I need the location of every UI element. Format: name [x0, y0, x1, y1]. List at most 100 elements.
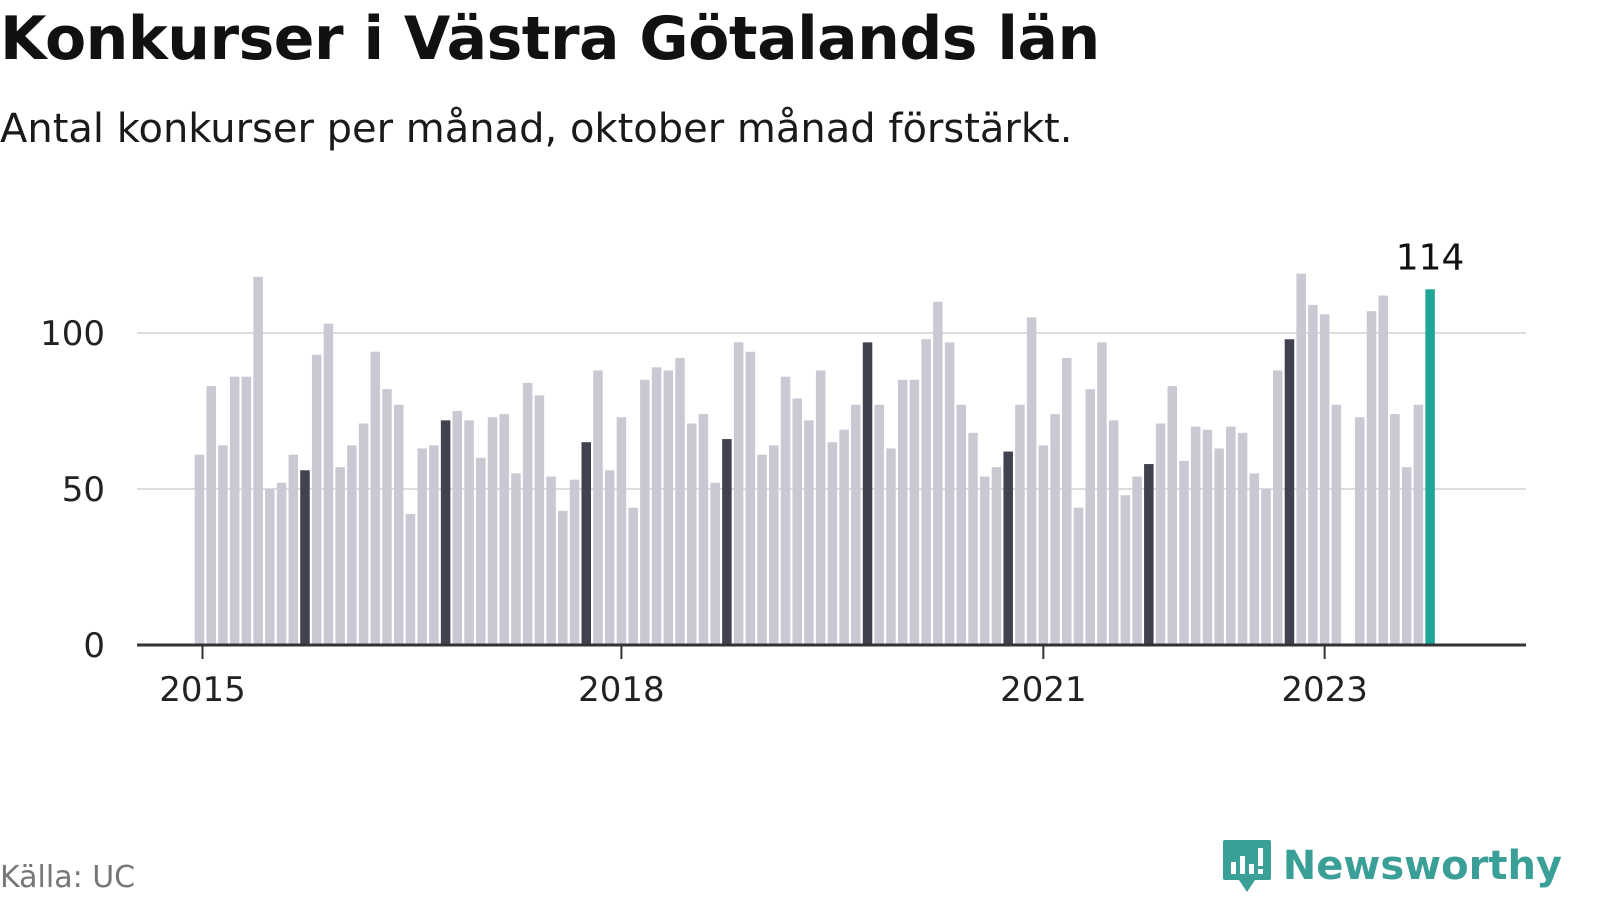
page-subtitle: Antal konkurser per månad, oktober månad… — [0, 106, 1073, 152]
bar — [265, 489, 275, 645]
y-tick-label: 0 — [83, 626, 105, 666]
bar — [968, 432, 978, 645]
bar — [1108, 420, 1119, 645]
bar — [675, 357, 685, 645]
bar — [194, 454, 205, 645]
bar — [780, 376, 791, 645]
bar — [569, 479, 580, 645]
y-tick-label: 100 — [40, 314, 105, 354]
bar — [1073, 507, 1084, 645]
bar — [229, 376, 240, 645]
bar — [1355, 417, 1365, 645]
bar-october — [440, 420, 451, 645]
bar — [429, 445, 439, 645]
bar — [1097, 342, 1107, 645]
bar — [1378, 295, 1388, 645]
bar — [804, 420, 814, 645]
bar — [1272, 370, 1283, 645]
bar — [1237, 432, 1248, 645]
bars — [194, 273, 1435, 645]
bar — [1167, 386, 1178, 645]
bar — [452, 411, 463, 645]
x-axis-ticks: 2015 2018 2021 2023 — [159, 645, 1368, 710]
page-title: Konkurser i Västra Götalands län — [0, 4, 1100, 74]
bar-october — [581, 442, 592, 645]
bar-chart: 0 50 100 2015 2018 2021 2023 114 — [40, 237, 1526, 710]
bar — [522, 382, 533, 645]
bar — [253, 276, 263, 645]
brand-name: Newsworthy — [1282, 843, 1562, 889]
bar-october — [862, 342, 873, 645]
bar-latest — [1425, 289, 1435, 645]
bar — [897, 379, 908, 645]
bar — [347, 445, 357, 645]
bar — [979, 476, 990, 645]
bar — [1015, 404, 1025, 645]
bar — [1366, 311, 1377, 645]
bar — [546, 476, 556, 645]
bar-october — [1144, 464, 1154, 645]
bar — [933, 301, 943, 645]
bar — [686, 423, 697, 645]
y-axis-ticks: 0 50 100 — [40, 314, 105, 666]
bar — [815, 370, 826, 645]
bar — [827, 442, 838, 645]
bar — [628, 507, 638, 645]
bar — [405, 513, 416, 645]
bar — [909, 379, 920, 645]
bar — [276, 482, 287, 645]
bar — [851, 404, 861, 645]
bar — [1261, 489, 1271, 645]
bar — [651, 367, 662, 645]
bar-october — [1284, 339, 1295, 645]
bar — [1179, 460, 1189, 645]
bar — [1050, 414, 1060, 645]
bar — [921, 339, 931, 645]
bar — [1132, 476, 1142, 645]
bar-october — [300, 470, 310, 645]
x-tick-label: 2015 — [159, 670, 246, 710]
bar — [956, 404, 967, 645]
bar — [1319, 314, 1330, 645]
bar — [358, 423, 369, 645]
bar — [311, 354, 322, 645]
bar — [218, 445, 228, 645]
bar — [370, 351, 381, 645]
bar — [1062, 357, 1072, 645]
bar — [886, 448, 896, 645]
brand-logo: Newsworthy — [1221, 838, 1562, 894]
bar — [792, 398, 802, 645]
bar — [1296, 273, 1306, 645]
bar — [757, 454, 767, 645]
bar — [616, 417, 627, 645]
x-tick-label: 2023 — [1281, 670, 1368, 710]
bar — [1401, 467, 1412, 645]
chart-bubble-icon — [1222, 840, 1271, 892]
source-note: Källa: UC — [0, 860, 136, 895]
bar — [382, 389, 392, 645]
bar — [206, 386, 216, 645]
bar — [417, 448, 427, 645]
bar — [1120, 495, 1131, 645]
data-labels: 114 — [1396, 237, 1465, 278]
latest-value-label: 114 — [1396, 237, 1465, 278]
bar — [745, 351, 756, 645]
bar — [464, 420, 474, 645]
y-tick-label: 50 — [62, 470, 105, 510]
bar — [944, 342, 955, 645]
bar — [1331, 404, 1342, 645]
bar — [710, 482, 720, 645]
bar-october — [722, 439, 732, 645]
bar — [991, 467, 1002, 645]
bar — [769, 445, 779, 645]
bar — [241, 376, 252, 645]
bar — [511, 473, 521, 645]
bar — [1214, 448, 1224, 645]
bar — [393, 404, 404, 645]
bar — [1249, 473, 1260, 645]
bar — [487, 417, 498, 645]
bar — [1155, 423, 1166, 645]
bar — [534, 395, 545, 645]
x-tick-label: 2018 — [578, 670, 665, 710]
